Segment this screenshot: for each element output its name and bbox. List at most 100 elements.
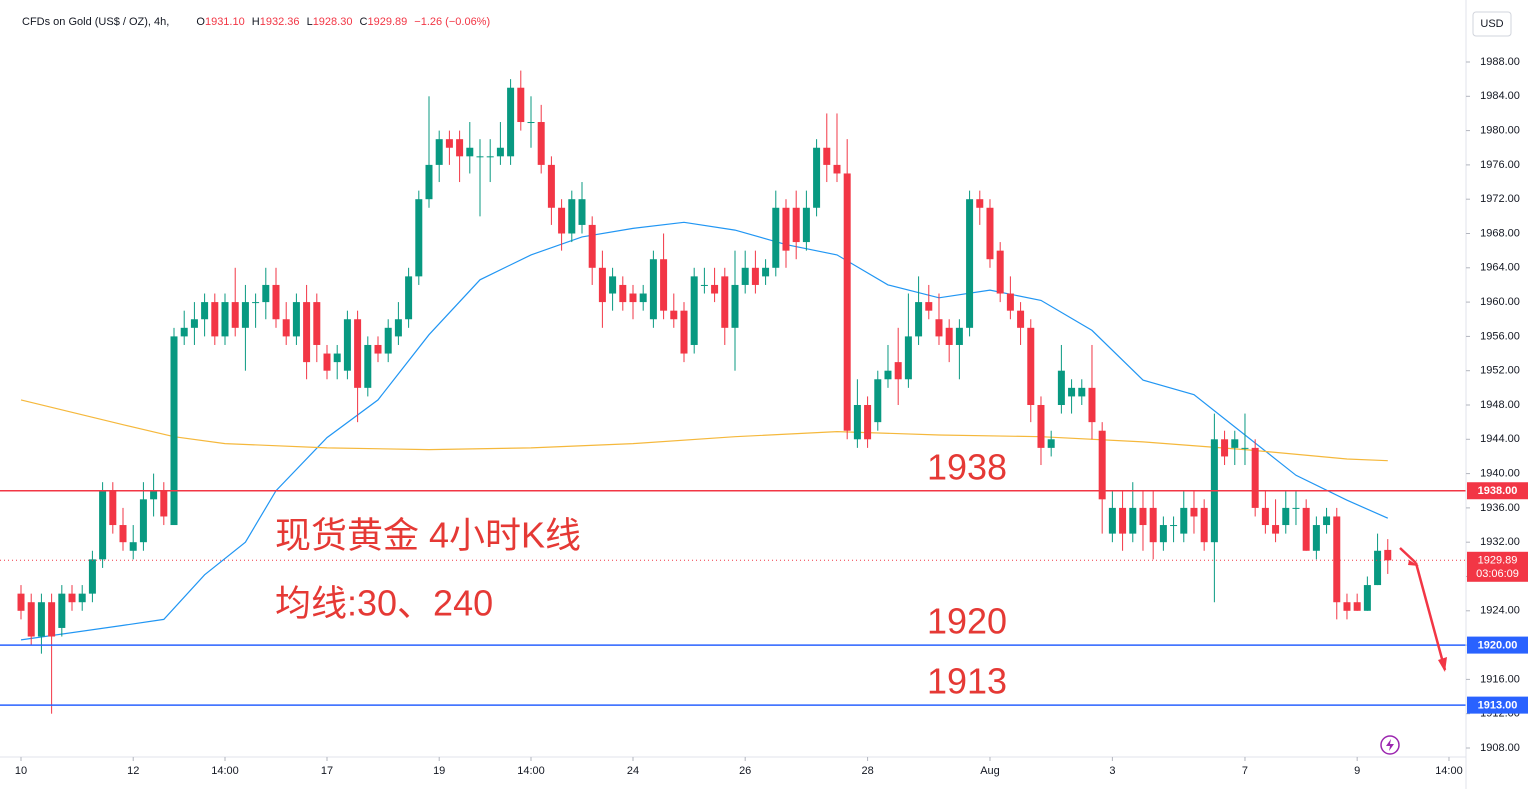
currency-button[interactable] — [1472, 11, 1512, 37]
candle-body — [537, 122, 545, 165]
candle-body — [313, 302, 321, 345]
level-label: 1938 — [927, 446, 1007, 487]
candle-body — [68, 593, 76, 603]
y-tick-label: 1948.00 — [1480, 399, 1520, 411]
candle-body — [211, 302, 219, 337]
candle-body — [1170, 525, 1178, 527]
y-tick-label: 1976.00 — [1480, 159, 1520, 171]
candle-body — [1200, 507, 1208, 543]
level-label: 1913 — [927, 661, 1007, 702]
field-key: H — [252, 16, 260, 28]
x-tick-label: 9 — [1354, 765, 1360, 777]
candle-body — [568, 199, 576, 234]
candle-body — [252, 302, 260, 304]
plot-layer: 1938 1920 1913 — [0, 70, 1466, 714]
candle-body — [639, 293, 647, 303]
y-tick-label: 1936.00 — [1480, 502, 1520, 514]
header: CFDs on Gold (US$ / OZ), 4h, O1931.10 H1… — [22, 16, 490, 28]
field-key: C — [360, 16, 368, 28]
price-tag-label: 1913.00 — [1478, 700, 1518, 712]
candle-body — [1333, 516, 1341, 603]
x-tick-label: 3 — [1109, 765, 1115, 777]
candle-body — [1312, 525, 1320, 551]
candle-body — [721, 276, 729, 328]
candle-body — [588, 224, 596, 268]
candle-body — [1149, 507, 1157, 543]
candle-body — [282, 319, 290, 337]
candle-body — [88, 559, 96, 594]
candle-body — [1068, 387, 1076, 397]
candle-body — [150, 490, 158, 500]
candle-body — [884, 370, 892, 380]
candle-body — [1119, 507, 1127, 534]
arrow-head — [1408, 560, 1447, 672]
candle-body — [221, 302, 229, 337]
candle-body — [843, 173, 851, 431]
candle-body — [1221, 439, 1229, 457]
x-tick-label: 28 — [861, 765, 873, 777]
candle-body — [558, 207, 566, 234]
candle-body — [405, 276, 413, 320]
y-tick-label: 1916.00 — [1480, 673, 1520, 685]
y-tick-label: 1940.00 — [1480, 468, 1520, 480]
y-tick-label: 1980.00 — [1480, 125, 1520, 137]
price-axis — [1466, 0, 1534, 789]
field-key: L — [307, 16, 313, 28]
x-tick-label: 7 — [1242, 765, 1248, 777]
y-tick-label: 1972.00 — [1480, 193, 1520, 205]
field-key: O — [196, 16, 205, 28]
candle-body — [292, 302, 300, 337]
x-tick-label: 12 — [127, 765, 139, 777]
y-tick-label: 1988.00 — [1480, 56, 1520, 68]
candle-body — [323, 353, 331, 371]
candle-body — [1261, 507, 1269, 526]
alert-icon-bolt — [1386, 739, 1394, 751]
candle-body — [772, 207, 780, 268]
candle-body — [1139, 507, 1147, 526]
candle-body — [864, 404, 872, 440]
candle-body — [139, 499, 147, 543]
x-tick-label: 26 — [739, 765, 751, 777]
price-tag — [1467, 482, 1528, 500]
candle-body — [343, 319, 351, 371]
candle-body — [762, 267, 770, 277]
ma-line — [20, 399, 1388, 462]
candle-body — [1282, 507, 1290, 526]
candle-body — [660, 259, 668, 311]
candle-body — [609, 276, 617, 294]
candle-body — [1384, 549, 1392, 561]
last-price-tag — [1467, 551, 1528, 582]
x-tick-label: 19 — [433, 765, 445, 777]
candle-body — [1272, 525, 1280, 534]
candle-body — [119, 525, 127, 543]
annotation: 现货黄金 4小时K线 — [275, 515, 581, 556]
alert-icon[interactable] — [1380, 735, 1400, 755]
candle-body — [231, 302, 239, 328]
candle-body — [364, 344, 372, 388]
candle-body — [1098, 430, 1106, 500]
candle-body — [456, 139, 464, 157]
price-tag — [1467, 636, 1528, 654]
candle-body — [1088, 387, 1096, 423]
symbol: CFDs on Gold (US$ / OZ), 4h, — [22, 16, 169, 28]
price-tag-label: 1938.00 — [1478, 485, 1518, 497]
candle-body — [354, 319, 362, 388]
arrow — [1399, 547, 1447, 671]
candle-body — [904, 336, 912, 380]
candle-body — [1057, 370, 1065, 405]
y-tick-label: 1908.00 — [1480, 742, 1520, 754]
countdown: 03:06:09 — [1476, 568, 1519, 580]
y-tick-label: 1968.00 — [1480, 227, 1520, 239]
x-tick-label: 14:00 — [211, 765, 239, 777]
y-tick-label: 1960.00 — [1480, 296, 1520, 308]
candle-body — [690, 276, 698, 345]
candle-body — [486, 156, 494, 158]
y-tick-label: 1924.00 — [1480, 605, 1520, 617]
candle-body — [680, 310, 688, 354]
candle-body — [853, 404, 861, 440]
candle-body — [160, 490, 168, 517]
candle-body — [445, 139, 453, 148]
candle-body — [1302, 507, 1310, 551]
